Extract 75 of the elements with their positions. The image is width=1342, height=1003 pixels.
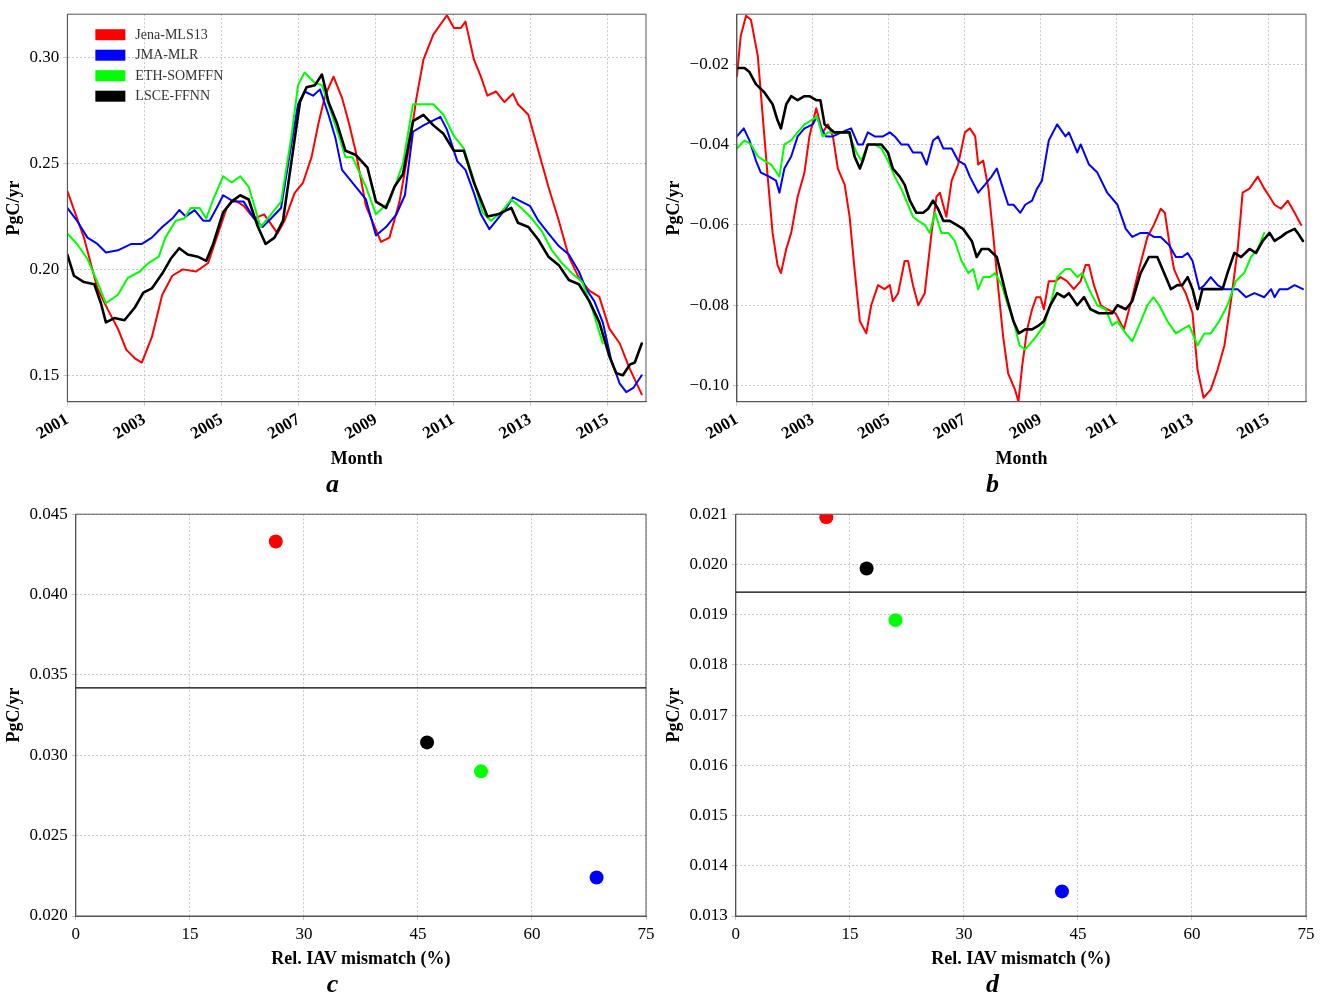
x-tick-label: 2013 — [495, 409, 535, 443]
y-tick-label: 0.030 — [29, 744, 68, 764]
point — [888, 613, 903, 628]
x-tick-label: 0 — [71, 923, 81, 943]
x-tick-label: 2001 — [32, 409, 72, 443]
y-tick-label: 0.25 — [29, 152, 60, 172]
x-tick-label: 2015 — [1233, 409, 1273, 443]
x-axis-title: Month — [995, 447, 1048, 468]
x-tick-label: 60 — [523, 923, 541, 943]
y-tick-label: 0.020 — [689, 553, 728, 573]
y-tick-label: 0.020 — [29, 905, 68, 925]
y-tick-label: 0.016 — [689, 754, 728, 774]
y-tick-label: 0.019 — [689, 604, 728, 624]
x-tick-label: 2009 — [341, 409, 381, 443]
text: a — [325, 469, 340, 498]
y-axis-title: PgC/yr — [3, 180, 24, 236]
point — [1054, 884, 1069, 899]
y-tick-label: 0.017 — [689, 704, 729, 724]
point — [268, 534, 283, 549]
y-tick-label: −0.06 — [689, 214, 729, 234]
x-tick-label: 2001 — [702, 409, 742, 443]
y-tick-label: 0.018 — [689, 654, 728, 674]
x-tick-label: 30 — [955, 923, 973, 943]
x-tick-label: 15 — [841, 923, 859, 943]
x-tick-label: 2005 — [853, 409, 893, 443]
x-tick-label: 2011 — [419, 409, 458, 443]
x-axis-title: Rel. IAV mismatch (%) — [931, 947, 1111, 969]
x-tick-label: 60 — [1183, 923, 1201, 943]
y-tick-label: −0.08 — [689, 294, 729, 314]
y-tick-label: 0.013 — [689, 905, 728, 925]
y-tick-label: 0.035 — [29, 664, 68, 684]
x-axis-title: Month — [330, 447, 383, 468]
legend-label: ETH-SOMFFN — [135, 67, 224, 83]
point — [589, 870, 604, 885]
y-tick-label: 0.15 — [29, 364, 60, 384]
x-tick-label: 15 — [181, 923, 199, 943]
x-tick-label: 2011 — [1082, 409, 1121, 443]
x-tick-label: 2013 — [1157, 409, 1197, 443]
x-tick-label: 2007 — [264, 409, 304, 443]
legend-label: LSCE-FFNN — [135, 88, 211, 104]
y-tick-label: 0.025 — [29, 825, 68, 845]
x-tick-label: 2003 — [109, 409, 149, 443]
x-tick-label: 75 — [637, 923, 655, 943]
text: d — [985, 969, 1001, 998]
y-axis-title: PgC/yr — [3, 687, 24, 743]
x-axis-title: Rel. IAV mismatch (%) — [271, 947, 451, 969]
y-tick-label: 0.015 — [689, 805, 728, 825]
point — [474, 764, 489, 779]
x-tick-label: 30 — [295, 923, 313, 943]
x-tick-label: 2003 — [778, 409, 818, 443]
y-tick-label: −0.10 — [689, 375, 729, 395]
x-tick-label: 0 — [731, 923, 741, 943]
text: b — [985, 469, 1000, 498]
y-tick-label: 0.014 — [689, 855, 729, 875]
x-tick-label: 2007 — [929, 409, 970, 443]
point — [420, 735, 435, 750]
y-tick-label: 0.021 — [689, 503, 728, 523]
point — [859, 561, 874, 576]
text: c — [325, 969, 340, 998]
x-tick-label: 75 — [1297, 923, 1315, 943]
x-tick-label: 2009 — [1005, 409, 1045, 443]
y-tick-label: 0.040 — [29, 584, 68, 604]
y-tick-label: 0.20 — [29, 258, 60, 278]
y-axis-title: PgC/yr — [663, 180, 684, 236]
legend-label: Jena-MLS13 — [135, 26, 208, 42]
y-tick-label: −0.02 — [689, 53, 729, 73]
y-tick-label: 0.30 — [29, 47, 60, 67]
x-tick-label: 2005 — [186, 409, 226, 443]
x-tick-label: 45 — [1069, 923, 1087, 943]
legend-label: JMA-MLR — [135, 47, 200, 63]
y-tick-label: 0.045 — [29, 503, 68, 523]
x-tick-label: 45 — [409, 923, 427, 943]
x-tick-label: 2015 — [572, 409, 612, 443]
y-tick-label: −0.04 — [689, 133, 730, 153]
y-axis-title: PgC/yr — [663, 687, 684, 743]
